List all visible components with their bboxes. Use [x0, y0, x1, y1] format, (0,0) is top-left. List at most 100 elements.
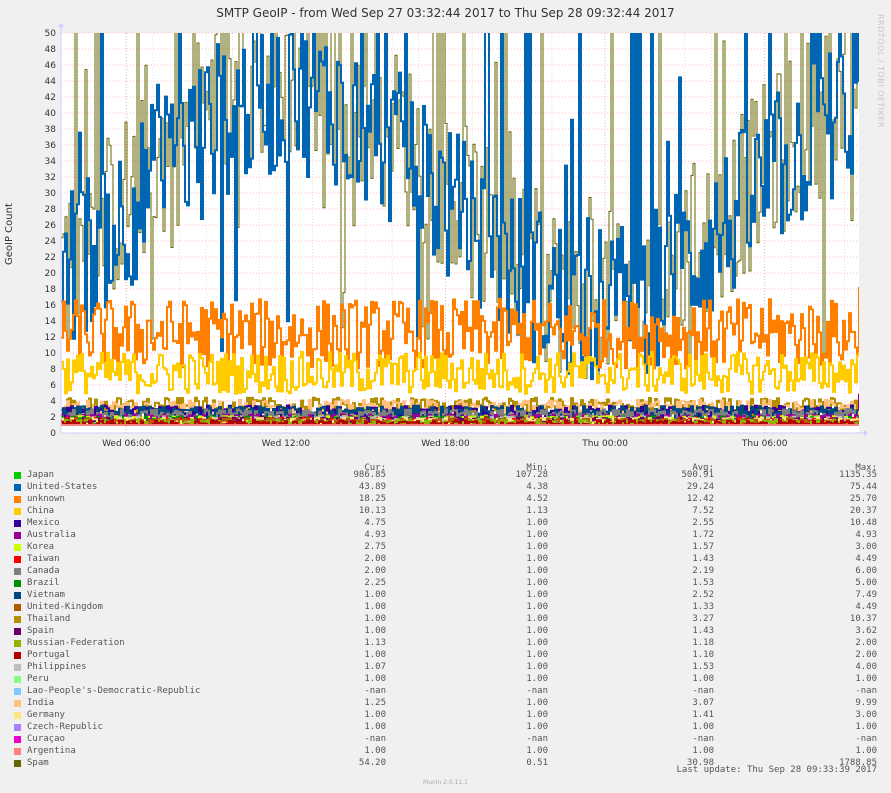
legend-avg-value: 12.42	[686, 494, 714, 504]
legend-row: Mexico 4.75 1.00 2.55 10.48	[0, 518, 891, 530]
legend-min-value: 1.00	[526, 638, 548, 648]
legend-swatch	[14, 628, 21, 635]
legend-avg-value: 2.19	[692, 566, 714, 576]
legend-cur-value: 1.00	[364, 626, 386, 636]
legend-avg-value: 1.43	[692, 626, 714, 636]
legend-swatch	[14, 748, 21, 755]
legend-header-row: Cur: Min: Avg: Max:	[0, 463, 891, 475]
legend-series-name: Vietnam	[27, 590, 65, 600]
y-tick-label: 4	[50, 397, 56, 407]
y-tick-label: 14	[45, 317, 57, 327]
y-tick-label: 30	[45, 189, 57, 199]
legend-max-value: 3.00	[855, 542, 877, 552]
legend-avg-value: 1.41	[692, 710, 714, 720]
legend-series-name: Spain	[27, 626, 55, 636]
legend-max-value: 4.49	[855, 554, 877, 564]
legend-header-avg: Avg:	[692, 463, 714, 473]
legend-cur-value: 2.25	[364, 578, 386, 588]
legend-swatch	[14, 616, 21, 623]
legend-header-max: Max:	[855, 463, 877, 473]
legend-swatch	[14, 484, 21, 491]
legend-avg-value: 1.57	[692, 542, 714, 552]
legend-avg-value: 1.18	[692, 638, 714, 648]
legend-cur-value: 1.00	[364, 590, 386, 600]
legend-swatch	[14, 604, 21, 611]
legend-swatch	[14, 760, 21, 767]
legend-cur-value: -nan	[364, 686, 386, 696]
legend-avg-value: 3.07	[692, 698, 714, 708]
legend-cur-value: 1.00	[364, 746, 386, 756]
legend-series-name: Thailand	[27, 614, 71, 624]
legend-avg-value: -nan	[692, 734, 714, 744]
legend-min-value: 1.00	[526, 590, 548, 600]
legend-swatch	[14, 496, 21, 503]
y-tick-label: 44	[45, 77, 57, 87]
last-update: Last update: Thu Sep 28 09:33:39 2017	[676, 765, 877, 775]
legend-max-value: 6.00	[855, 566, 877, 576]
y-tick-label: 40	[45, 109, 57, 119]
legend-row: Thailand 1.00 1.00 3.27 10.37	[0, 614, 891, 626]
legend-cur-value: 1.00	[364, 722, 386, 732]
legend-avg-value: 1.00	[692, 674, 714, 684]
legend-series-name: India	[27, 698, 55, 708]
legend-row: Germany 1.00 1.00 1.41 3.00	[0, 710, 891, 722]
legend-max-value: -nan	[855, 734, 877, 744]
legend-max-value: 2.00	[855, 650, 877, 660]
y-tick-label: 36	[45, 141, 57, 151]
legend-row: United-Kingdom 1.00 1.00 1.33 4.49	[0, 602, 891, 614]
legend-min-value: 1.00	[526, 662, 548, 672]
legend-cur-value: 10.13	[358, 506, 386, 516]
legend-max-value: 75.44	[849, 482, 877, 492]
legend-row: China 10.13 1.13 7.52 20.37	[0, 506, 891, 518]
legend-max-value: -nan	[855, 686, 877, 696]
legend-min-value: 1.00	[526, 566, 548, 576]
legend-max-value: 10.48	[849, 518, 877, 528]
x-axis-arrow	[864, 430, 868, 436]
legend-min-value: -nan	[526, 734, 548, 744]
munin-version: Munin 2.0.11.1	[423, 779, 468, 786]
y-tick-label: 46	[45, 61, 57, 71]
legend-max-value: 10.37	[849, 614, 877, 624]
legend-avg-value: 1.00	[692, 722, 714, 732]
legend-swatch	[14, 676, 21, 683]
series-line	[61, 287, 859, 370]
rrdtool-watermark: RRDTOOL / TOBI OETIKER	[876, 14, 885, 129]
legend-min-value: 1.00	[526, 698, 548, 708]
legend-cur-value: 4.93	[364, 530, 386, 540]
y-tick-label: 38	[45, 125, 57, 135]
legend-row: Curaçao -nan -nan -nan -nan	[0, 734, 891, 746]
y-tick-label: 16	[45, 301, 57, 311]
legend-max-value: 4.00	[855, 662, 877, 672]
y-tick-label: 28	[45, 205, 57, 215]
legend-row: India 1.25 1.00 3.07 9.99	[0, 698, 891, 710]
legend-row: United-States 43.89 4.38 29.24 75.44	[0, 482, 891, 494]
y-tick-label: 0	[50, 429, 56, 439]
legend-series-name: United-States	[27, 482, 98, 492]
legend-series-name: Curaçao	[27, 734, 65, 744]
legend-min-value: 0.51	[526, 758, 548, 768]
legend-min-value: 1.00	[526, 626, 548, 636]
legend-series-name: United-Kingdom	[27, 602, 103, 612]
series-line	[61, 404, 859, 425]
legend-series-name: Spam	[27, 758, 49, 768]
legend-avg-value: 500.91	[681, 470, 714, 480]
plot-area: 0246810121416182022242628303234363840424…	[45, 23, 868, 449]
legend-max-value: 4.49	[855, 602, 877, 612]
legend-swatch	[14, 580, 21, 587]
legend-series-name: Lao-People's-Democratic-Republic	[27, 686, 201, 696]
y-tick-label: 2	[50, 413, 56, 423]
legend-avg-value: 3.27	[692, 614, 714, 624]
legend-min-value: 1.00	[526, 722, 548, 732]
legend-avg-value: 2.52	[692, 590, 714, 600]
legend-row: unknown 18.25 4.52 12.42 25.70	[0, 494, 891, 506]
x-tick-label: Wed 06:00	[102, 439, 151, 449]
legend-cur-value: 43.89	[358, 482, 386, 492]
legend-swatch	[14, 472, 21, 479]
legend-swatch	[14, 664, 21, 671]
legend-series-name: China	[27, 506, 55, 516]
series-line	[61, 33, 859, 381]
legend-series-name: Peru	[27, 674, 49, 684]
legend-series-name: Mexico	[27, 518, 60, 528]
legend-min-value: 1.00	[526, 614, 548, 624]
legend-swatch	[14, 640, 21, 647]
